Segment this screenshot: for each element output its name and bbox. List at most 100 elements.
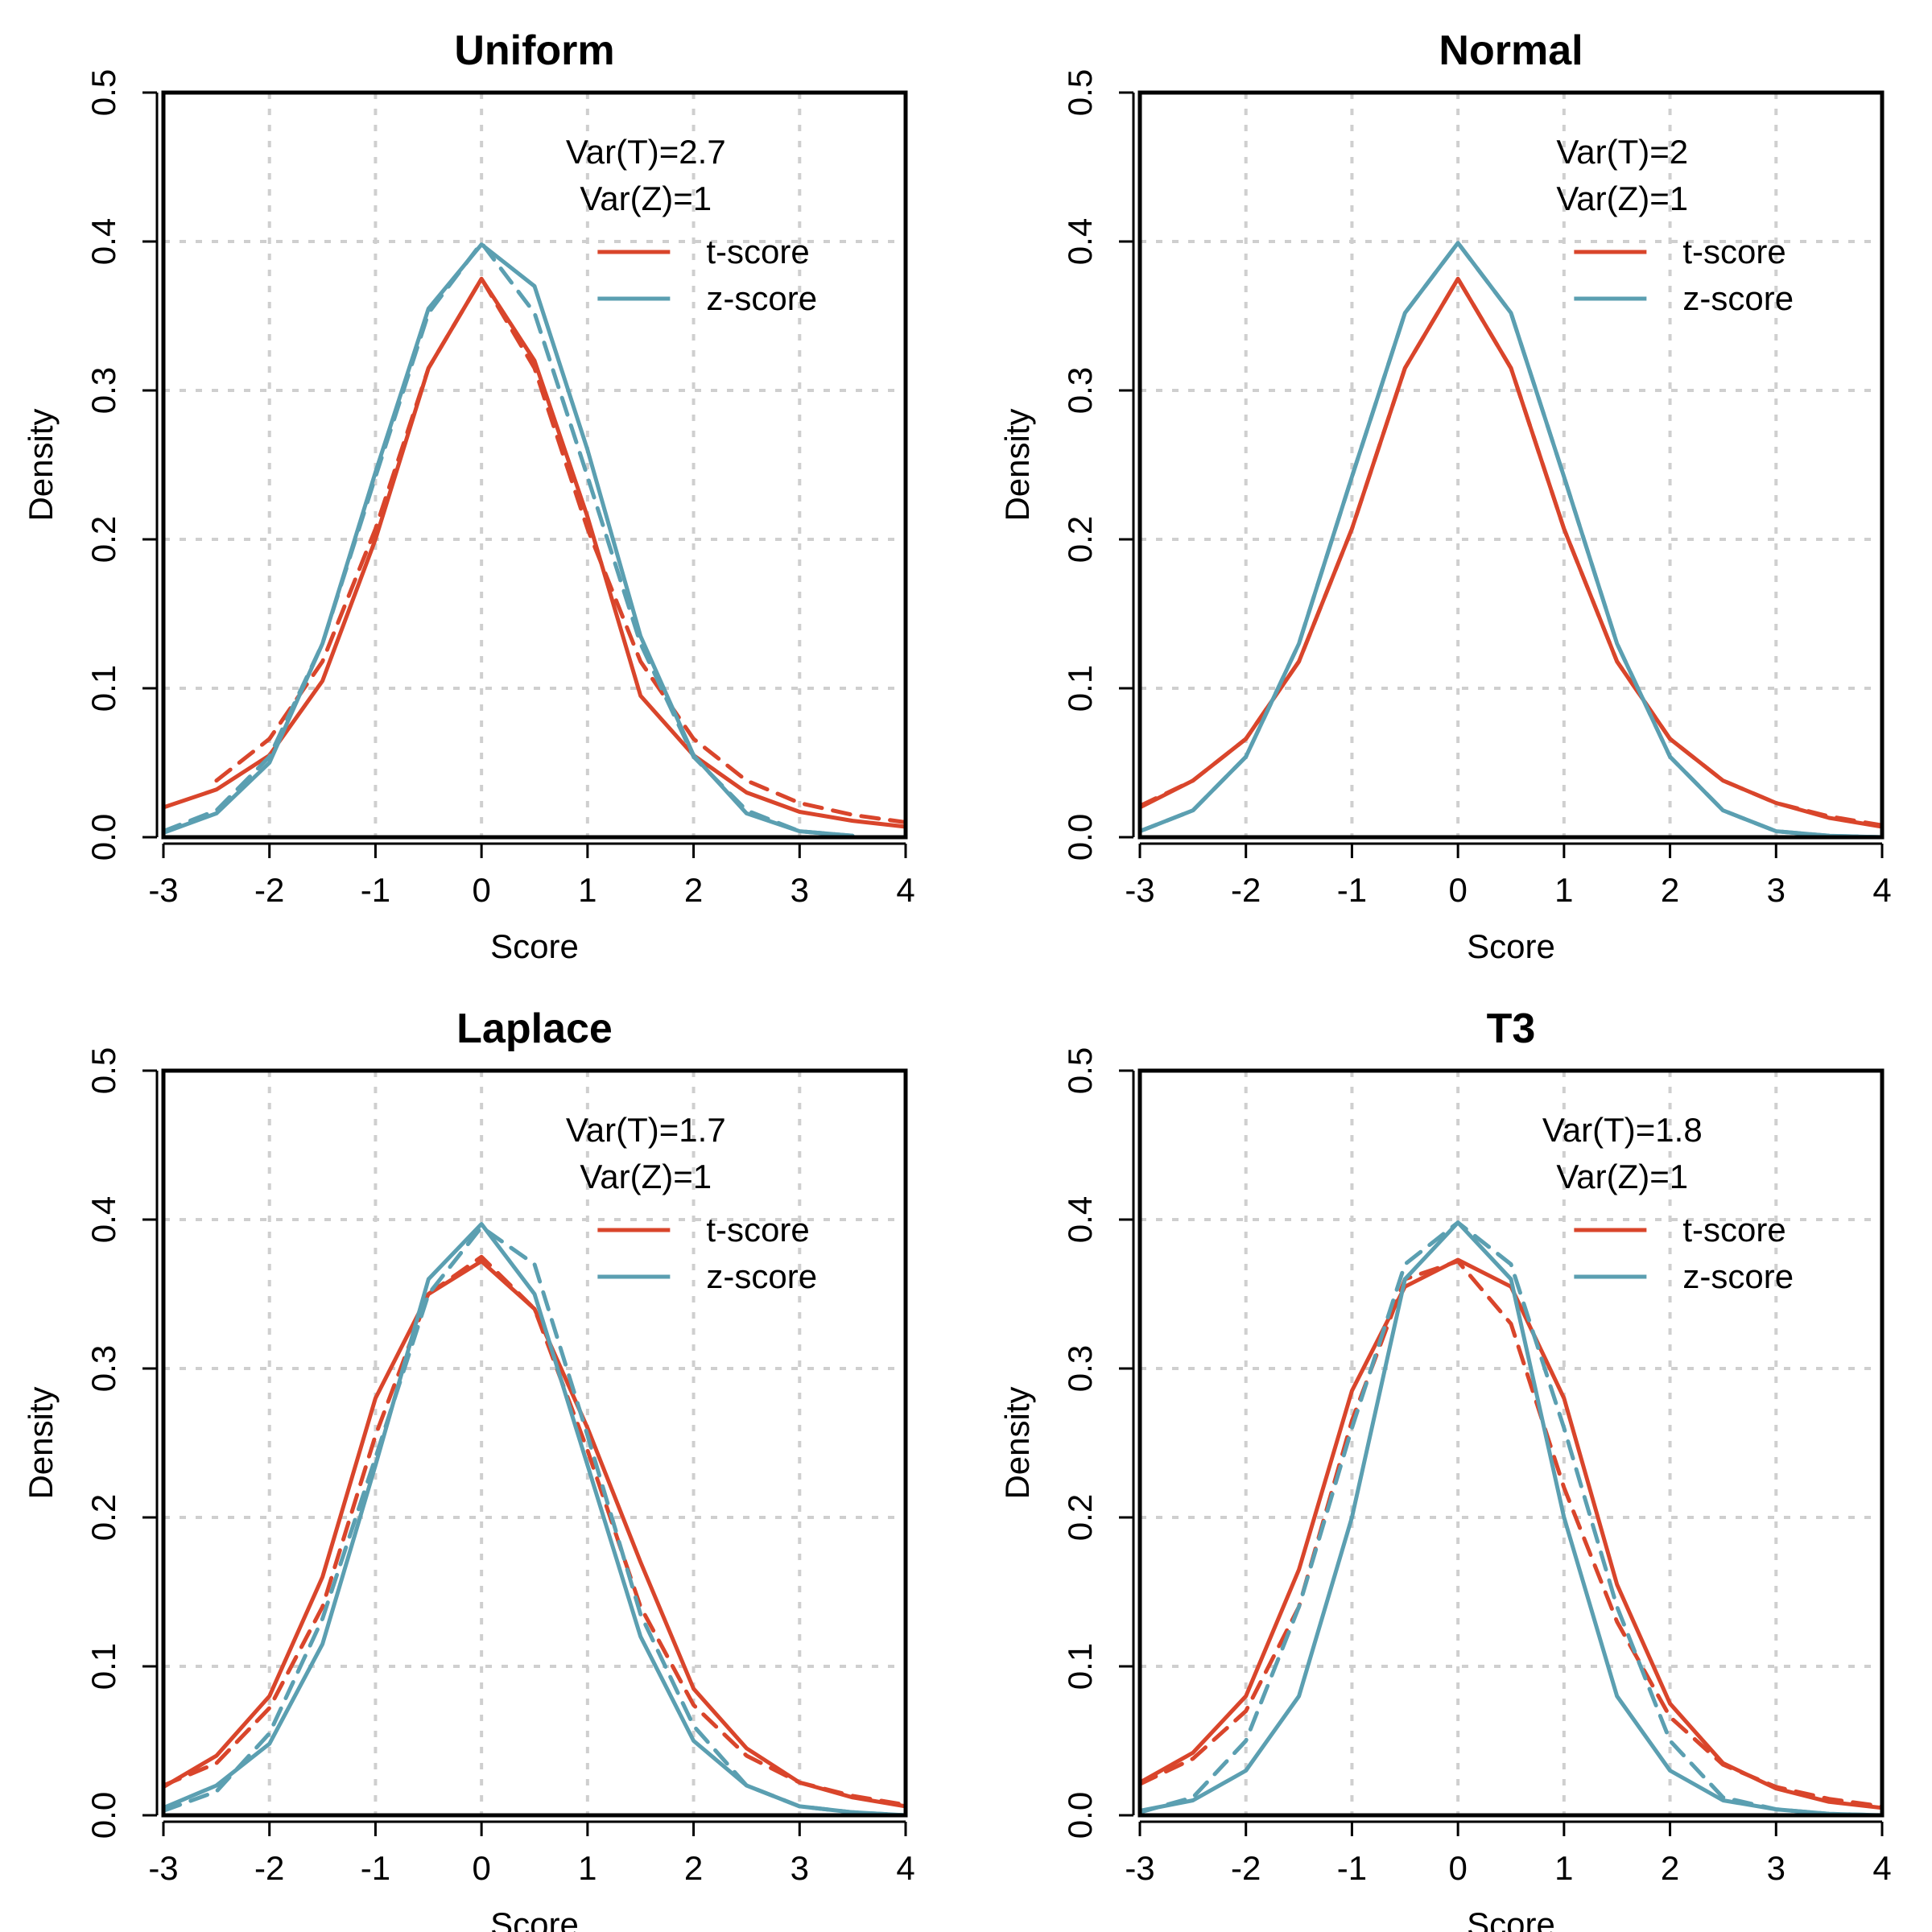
y-axis-label: Density <box>22 1386 60 1499</box>
series-line-t-score-reference <box>214 276 908 824</box>
x-tick-label: -3 <box>1125 871 1154 909</box>
y-tick-label: 0.2 <box>85 1494 122 1541</box>
x-tick-label: 1 <box>1554 1849 1573 1887</box>
legend-label-z-score: z-score <box>1682 279 1794 317</box>
y-tick-label: 0.4 <box>85 1196 122 1243</box>
variance-annotation: Var(Z)=1 <box>580 1158 712 1195</box>
y-tick-label: 0.0 <box>1061 1792 1099 1839</box>
variance-annotation: Var(T)=1.7 <box>566 1111 726 1149</box>
legend-label-z-score: z-score <box>1682 1257 1794 1295</box>
chart-panel-t3: -3 -2 -1 0 1 2 3 4 0.0 0.1 0.2 0.3 0.4 0.5 T3 Score Dens… <box>998 1005 1892 1932</box>
y-axis-label: Density <box>22 408 60 521</box>
x-tick-label: 0 <box>1448 1849 1467 1887</box>
series-line-z-score-reference <box>161 241 855 838</box>
y-tick-label: 0.4 <box>1061 218 1099 265</box>
series-line-t-score-reference <box>1137 1259 1885 1809</box>
x-tick-label: 4 <box>1872 871 1891 909</box>
y-axis-label: Density <box>998 408 1036 521</box>
y-tick-label: 0.3 <box>85 1345 122 1392</box>
x-tick-label: -1 <box>361 1849 390 1887</box>
y-tick-label: 0.5 <box>1061 1047 1099 1094</box>
x-tick-label: 2 <box>1661 1849 1679 1887</box>
chart-panel-laplace: -3 -2 -1 0 1 2 3 4 0.0 0.1 0.2 0.3 0.4 0.5 Laplace Scor… <box>22 1005 915 1932</box>
variance-annotation: Var(Z)=1 <box>1556 1158 1688 1195</box>
chart-title: Normal <box>1439 27 1583 74</box>
x-tick-label: -2 <box>1231 871 1261 909</box>
x-tick-label: 1 <box>578 871 597 909</box>
series-line-z-score-reference <box>1137 1220 1885 1818</box>
x-axis-label: Score <box>1467 927 1555 965</box>
x-tick-label: 2 <box>684 871 703 909</box>
y-tick-label: 0.0 <box>85 1792 122 1839</box>
y-tick-label: 0.2 <box>1061 516 1099 563</box>
series-line-t-score-reference <box>1137 276 1885 828</box>
x-tick-label: 0 <box>472 871 490 909</box>
chart-panel-normal: -3 -2 -1 0 1 2 3 4 0.0 0.1 0.2 0.3 0.4 0.5 Normal Score… <box>998 27 1892 965</box>
variance-annotation: Var(Z)=1 <box>1556 180 1688 217</box>
x-axis-label: Score <box>490 1905 579 1932</box>
x-tick-label: -1 <box>1337 1849 1367 1887</box>
chart-title: Uniform <box>454 27 614 74</box>
y-tick-label: 0.2 <box>1061 1494 1099 1541</box>
y-tick-label: 0.1 <box>1061 1643 1099 1690</box>
x-tick-label: 1 <box>1554 871 1573 909</box>
y-tick-label: 0.1 <box>85 1643 122 1690</box>
x-tick-label: 3 <box>791 871 809 909</box>
series-line-z-score-reference <box>161 1224 908 1818</box>
legend-label-t-score: t-score <box>1682 1211 1785 1249</box>
variance-annotation: Var(T)=2 <box>1556 133 1688 171</box>
plot-frame <box>161 1068 908 1818</box>
variance-annotation: Var(Z)=1 <box>580 180 712 217</box>
y-tick-label: 0.4 <box>85 218 122 265</box>
y-axis-label: Density <box>998 1386 1036 1499</box>
series-line-t-score <box>161 276 908 829</box>
x-tick-label: 2 <box>1661 871 1679 909</box>
variance-annotation: Var(T)=2.7 <box>566 133 726 171</box>
chart-title: Laplace <box>456 1005 613 1052</box>
y-tick-label: 0.3 <box>1061 367 1099 414</box>
x-tick-label: -1 <box>1337 871 1367 909</box>
x-tick-label: 4 <box>896 1849 914 1887</box>
x-tick-label: -1 <box>361 871 390 909</box>
plot-frame <box>161 90 908 840</box>
y-tick-label: 0.0 <box>85 814 122 861</box>
series-line-z-score <box>1137 1220 1885 1818</box>
x-tick-label: 0 <box>472 1849 490 1887</box>
x-tick-label: 3 <box>1767 871 1785 909</box>
x-tick-label: 4 <box>1872 1849 1891 1887</box>
y-tick-label: 0.2 <box>85 516 122 563</box>
x-axis-label: Score <box>490 927 579 965</box>
series-line-t-score-reference <box>161 1254 908 1807</box>
x-tick-label: 3 <box>791 1849 809 1887</box>
x-tick-label: -2 <box>1231 1849 1261 1887</box>
x-tick-label: -3 <box>148 1849 178 1887</box>
legend-label-z-score: z-score <box>706 1257 817 1295</box>
y-tick-label: 0.1 <box>1061 665 1099 712</box>
y-tick-label: 0.3 <box>85 367 122 414</box>
legend-label-t-score: t-score <box>706 1211 809 1249</box>
legend-label-t-score: t-score <box>1682 233 1785 270</box>
y-tick-label: 0.1 <box>85 665 122 712</box>
x-tick-label: -2 <box>254 1849 284 1887</box>
x-tick-label: 0 <box>1448 871 1467 909</box>
variance-annotation: Var(T)=1.8 <box>1542 1111 1703 1149</box>
y-tick-label: 0.5 <box>85 69 122 116</box>
x-tick-label: 3 <box>1767 1849 1785 1887</box>
x-tick-label: 2 <box>684 1849 703 1887</box>
x-axis-label: Score <box>1467 1905 1555 1932</box>
plot-frame <box>1137 90 1885 840</box>
chart-title: T3 <box>1487 1005 1536 1052</box>
x-tick-label: 1 <box>578 1849 597 1887</box>
x-tick-label: 4 <box>896 871 914 909</box>
y-tick-label: 0.4 <box>1061 1196 1099 1243</box>
legend-label-t-score: t-score <box>706 233 809 270</box>
x-tick-label: -2 <box>254 871 284 909</box>
series-line-z-score-reference <box>1137 241 1885 840</box>
y-tick-label: 0.5 <box>1061 69 1099 116</box>
x-tick-label: -3 <box>148 871 178 909</box>
y-tick-label: 0.0 <box>1061 814 1099 861</box>
legend-label-z-score: z-score <box>706 279 817 317</box>
y-tick-label: 0.3 <box>1061 1345 1099 1392</box>
y-tick-label: 0.5 <box>85 1047 122 1094</box>
